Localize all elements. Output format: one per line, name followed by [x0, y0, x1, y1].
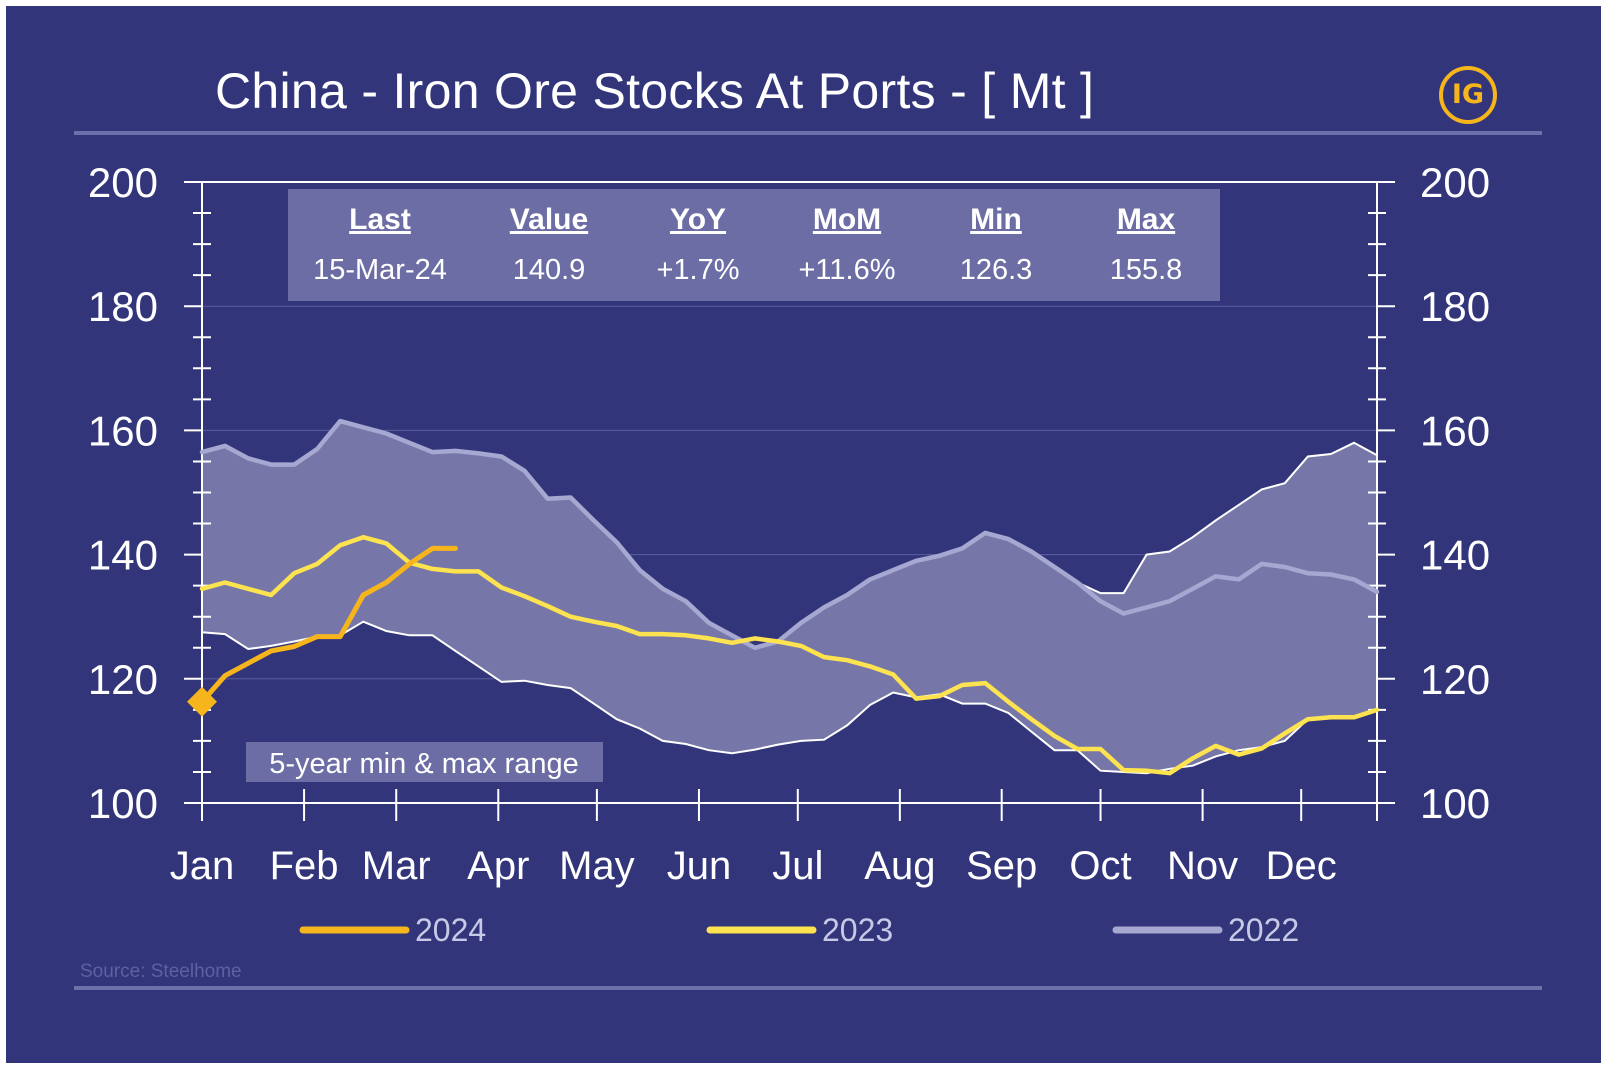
- x-tick-label-jul: Jul: [772, 844, 823, 888]
- stats-header-value: Value: [510, 203, 588, 236]
- stats-value-yoy: +1.7%: [656, 254, 739, 286]
- y-tick-label-right: 140: [1420, 532, 1490, 579]
- y-tick-label-left: 120: [88, 656, 158, 703]
- stats-value-mom: +11.6%: [798, 254, 895, 286]
- x-tick-label-may: May: [559, 844, 635, 888]
- y-tick-label-left: 140: [88, 532, 158, 579]
- series-line-2023: [199, 534, 1380, 776]
- x-tick-label-jun: Jun: [667, 844, 732, 888]
- stats-value-value: 140.9: [513, 254, 586, 286]
- y-tick-label-right: 160: [1420, 407, 1490, 454]
- x-tick-label-mar: Mar: [362, 844, 431, 888]
- x-tick-label-apr: Apr: [467, 844, 529, 888]
- series-line-2022: [199, 418, 1380, 651]
- y-tick-label-left: 180: [88, 283, 158, 330]
- y-tick-label-right: 100: [1420, 780, 1490, 827]
- footer-divider: [74, 986, 1542, 990]
- stats-header-min: Min: [970, 203, 1022, 236]
- chart-title: China - Iron Ore Stocks At Ports - [ Mt …: [215, 63, 1095, 119]
- stats-header-last: Last: [349, 203, 411, 236]
- x-tick-label-dec: Dec: [1266, 844, 1337, 888]
- range-label: 5-year min & max range: [269, 748, 578, 780]
- legend-label-2023: 2023: [822, 912, 893, 948]
- stats-header-max: Max: [1117, 203, 1176, 236]
- header-divider: [74, 131, 1542, 135]
- range-band: [202, 421, 1377, 774]
- source-note: Source: Steelhome: [80, 961, 242, 982]
- stats-header-yoy: YoY: [670, 203, 726, 236]
- stats-panel: [288, 189, 1220, 301]
- y-tick-label-left: 200: [88, 159, 158, 206]
- stats-value-max: 155.8: [1110, 254, 1183, 286]
- x-tick-label-aug: Aug: [864, 844, 935, 888]
- x-tick-label-jan: Jan: [170, 844, 235, 888]
- x-tick-label-sep: Sep: [966, 844, 1037, 888]
- y-tick-label-left: 100: [88, 780, 158, 827]
- y-tick-label-right: 180: [1420, 283, 1490, 330]
- y-tick-label-right: 120: [1420, 656, 1490, 703]
- x-tick-label-nov: Nov: [1167, 844, 1238, 888]
- stats-header-mom: MoM: [813, 203, 881, 236]
- y-tick-label-left: 160: [88, 407, 158, 454]
- range-label-box: [246, 742, 603, 782]
- stats-value-last: 15-Mar-24: [313, 254, 447, 286]
- series-line-2024: [199, 545, 458, 705]
- x-tick-label-oct: Oct: [1069, 844, 1131, 888]
- stats-value-min: 126.3: [960, 254, 1033, 286]
- legend-label-2024: 2024: [415, 912, 486, 948]
- series-marker-2024: [187, 686, 217, 717]
- y-tick-label-right: 200: [1420, 159, 1490, 206]
- x-tick-label-feb: Feb: [270, 844, 339, 888]
- ig-logo: IG: [1439, 66, 1497, 124]
- legend-label-2022: 2022: [1228, 912, 1299, 948]
